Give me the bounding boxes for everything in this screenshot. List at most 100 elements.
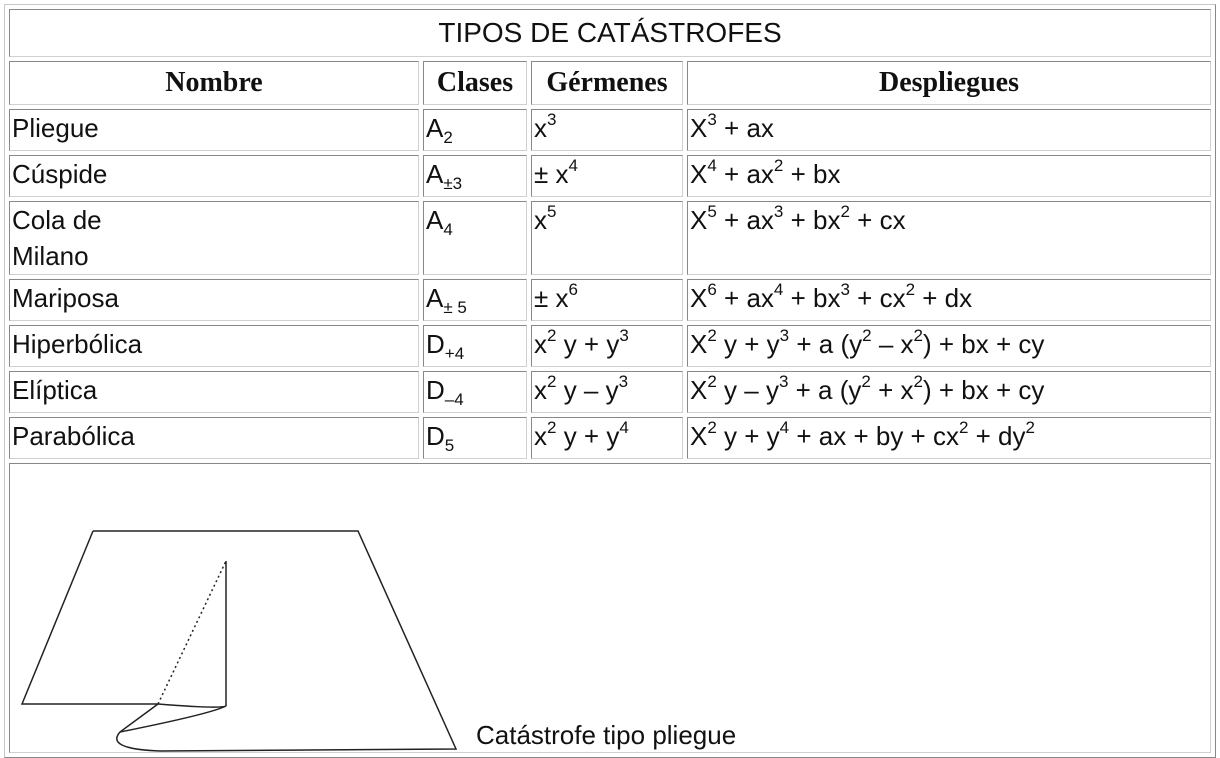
- superscript: 2: [861, 372, 871, 391]
- cone-arc: [157, 703, 227, 708]
- superscript: 3: [778, 372, 789, 391]
- germenes-cell: x5: [531, 201, 683, 275]
- formula-text: X: [690, 205, 708, 235]
- clases-cell: A± 5: [423, 279, 527, 321]
- name-cell: Cola de Milano: [9, 201, 419, 275]
- superscript: 2: [913, 372, 923, 391]
- formula-text: + bx: [783, 159, 841, 189]
- name-cell: Pliegue: [9, 109, 419, 151]
- subscript: 5: [444, 436, 455, 455]
- figure-caption: Catástrofe tipo pliegue: [476, 720, 737, 750]
- subscript: ±3: [443, 174, 463, 193]
- superscript: 4: [779, 418, 790, 437]
- fold-diagram: [20, 530, 458, 752]
- superscript: 2: [773, 156, 784, 175]
- formula-text: y + y: [556, 421, 620, 451]
- superscript: 3: [619, 326, 629, 345]
- formula-text: + a (y: [789, 329, 863, 359]
- formula-text: + a (y: [788, 375, 862, 405]
- formula-text: X: [690, 113, 708, 143]
- superscript: 4: [619, 418, 629, 437]
- cone-line: [119, 705, 227, 733]
- name-text: Cúspide: [12, 159, 108, 189]
- name-cell: Mariposa: [9, 279, 419, 321]
- name-cell: Hiperbólica: [9, 325, 419, 367]
- formula-text: ) + bx + cy: [922, 375, 1045, 405]
- clases-cell: A±3: [423, 155, 527, 197]
- table-body: TIPOS DE CATÁSTROFES Nombre Clases Gérmene…: [9, 9, 1211, 753]
- superscript: 2: [1025, 418, 1035, 437]
- formula-text: y – y: [716, 375, 779, 405]
- formula-text: A: [426, 159, 444, 189]
- superscript: 5: [707, 202, 717, 221]
- despliegues-cell: X2 y + y3 + a (y2 – x2) + bx + cy: [687, 325, 1211, 367]
- formula-text: + dx: [915, 283, 973, 313]
- superscript: 3: [547, 110, 557, 129]
- formula-text: + ax + by + cx: [789, 421, 959, 451]
- hidden-edge: [157, 560, 227, 705]
- formula-text: + ax: [716, 113, 774, 143]
- formula-text: + ax: [716, 283, 774, 313]
- formula-text: A: [426, 283, 444, 313]
- formula-text: + cx: [849, 205, 906, 235]
- column-header: Gérmenes: [531, 61, 683, 105]
- formula-text: y + y: [716, 329, 780, 359]
- catastrophe-row: Hiperbólica D+4 x2 y + y3 X2 y + y3 + a (y2…: [9, 325, 1211, 367]
- formula-text: + x: [870, 375, 914, 405]
- germenes-cell: ± x4: [531, 155, 683, 197]
- formula-text: x: [534, 205, 547, 235]
- germenes-cell: x2 y – y3: [531, 371, 683, 413]
- despliegues-cell: X2 y + y4 + ax + by + cx2 + dy2: [687, 417, 1211, 459]
- formula-text: D: [426, 375, 445, 405]
- formula-text: X: [690, 329, 708, 359]
- clases-cell: D5: [423, 417, 527, 459]
- superscript: 2: [707, 326, 717, 345]
- formula-text: X: [690, 421, 708, 451]
- superscript: 2: [958, 418, 969, 437]
- superscript: 2: [840, 202, 850, 221]
- figure: Catástrofe tipo pliegue: [10, 464, 1210, 752]
- figure-row: Catástrofe tipo pliegue: [9, 463, 1211, 753]
- superscript: 2: [547, 326, 557, 345]
- superscript: 4: [773, 280, 784, 299]
- superscript: 6: [707, 280, 717, 299]
- superscript: 4: [568, 156, 578, 175]
- formula-text: X: [690, 375, 708, 405]
- subscript: 2: [443, 128, 453, 147]
- table-title: TIPOS DE CATÁSTROFES: [9, 9, 1211, 57]
- formula-text: A: [426, 205, 444, 235]
- formula-text: y + y: [716, 421, 780, 451]
- column-header: Despliegues: [687, 61, 1211, 105]
- title-row: TIPOS DE CATÁSTROFES: [9, 9, 1211, 57]
- formula-text: x: [534, 329, 547, 359]
- formula-text: + bx: [783, 205, 841, 235]
- superscript: 3: [779, 326, 790, 345]
- superscript: 5: [547, 202, 557, 221]
- clases-cell: D–4: [423, 371, 527, 413]
- superscript: 3: [773, 202, 784, 221]
- superscript: 2: [547, 418, 557, 437]
- name-text: Hiperbólica: [12, 329, 143, 359]
- catastrophe-table: TIPOS DE CATÁSTROFES Nombre Clases Gérmene…: [4, 4, 1216, 758]
- formula-text: x: [534, 113, 547, 143]
- subscript: +4: [444, 344, 465, 363]
- sheet-left: [20, 530, 158, 705]
- name-cell: Elíptica: [9, 371, 419, 413]
- despliegues-cell: X2 y – y3 + a (y2 + x2) + bx + cy: [687, 371, 1211, 413]
- formula-text: + ax: [716, 205, 774, 235]
- catastrophe-row: Cola de Milano A4 x5 X5 + ax3 + bx2 + cx: [9, 201, 1211, 275]
- name-text: Mariposa: [12, 283, 119, 313]
- clases-cell: A4: [423, 201, 527, 275]
- formula-text: X: [690, 283, 708, 313]
- name-text: Cola de: [12, 205, 102, 235]
- formula-text: A: [426, 113, 444, 143]
- superscript: 2: [862, 326, 872, 345]
- superscript: 3: [618, 372, 629, 391]
- formula-text: y + y: [556, 329, 620, 359]
- germenes-cell: x3: [531, 109, 683, 151]
- formula-text: D: [426, 329, 445, 359]
- formula-text: ± x: [534, 159, 569, 189]
- formula-text: X: [690, 159, 708, 189]
- superscript: 4: [707, 156, 717, 175]
